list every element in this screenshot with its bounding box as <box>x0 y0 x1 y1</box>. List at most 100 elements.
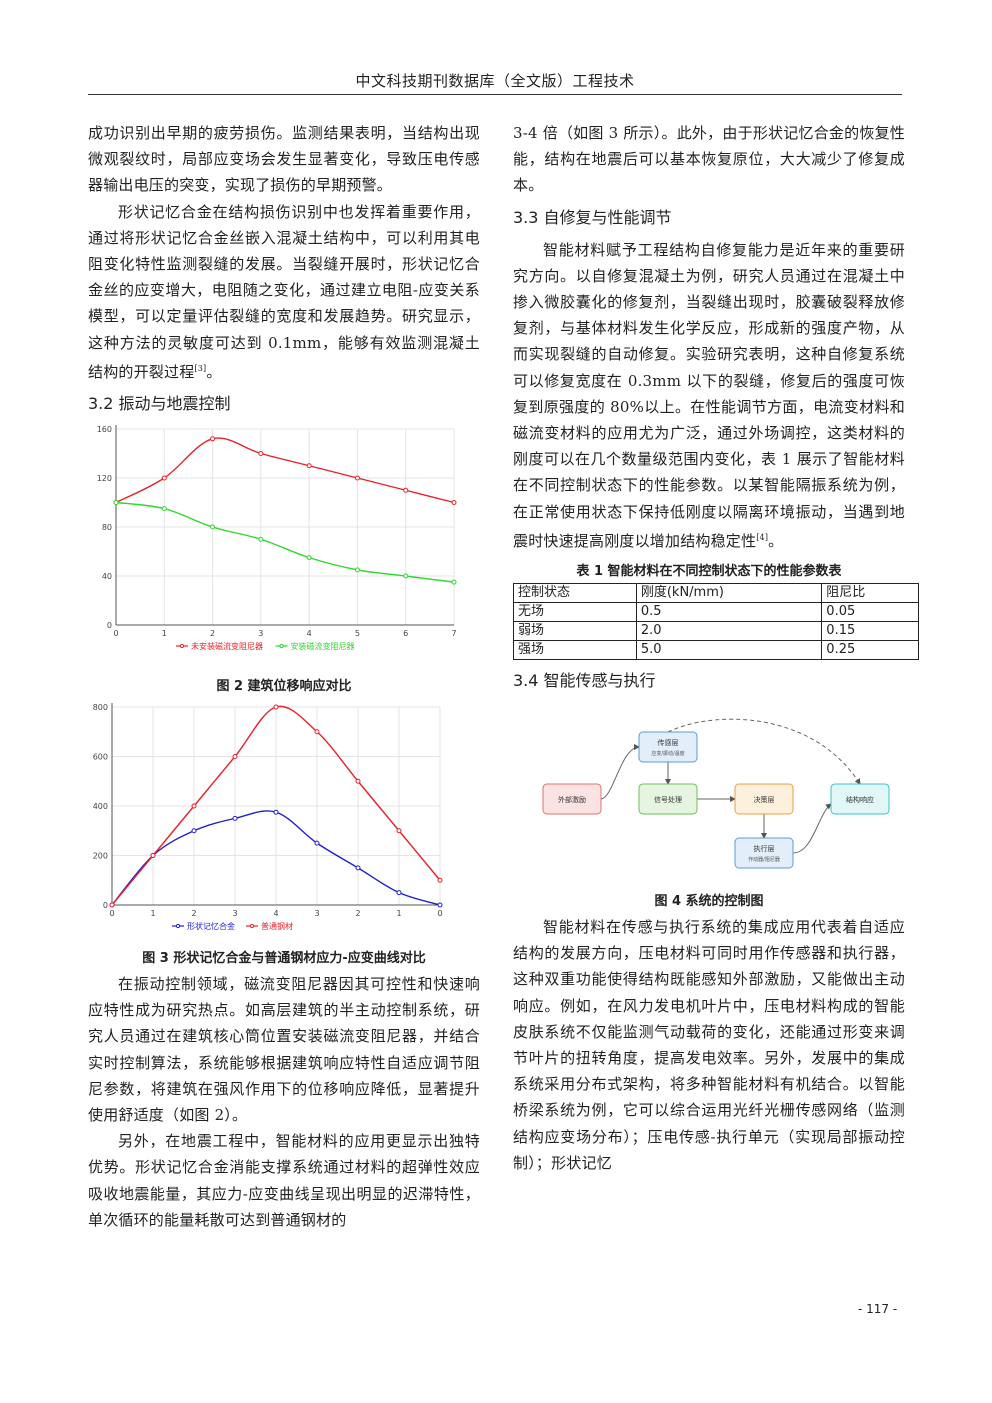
y-tick-label: 600 <box>93 753 108 762</box>
table-cell: 强场 <box>513 640 637 661</box>
diagram-node <box>638 783 698 815</box>
table-row: 弱场 2.0 0.15 <box>513 621 919 642</box>
y-tick-label: 40 <box>102 572 112 581</box>
data-point <box>396 828 402 834</box>
performance-table: 控制状态 刚度(kN/mm) 阻尼比 无场 0.5 0.05 弱场 2.0 0.… <box>513 583 919 661</box>
data-point <box>314 840 320 846</box>
data-point <box>273 704 279 710</box>
table-cell: 5.0 <box>635 640 823 661</box>
y-tick-label: 200 <box>93 852 108 861</box>
legend-marker <box>249 923 255 929</box>
data-point <box>258 536 264 542</box>
paragraph: 3-4 倍（如图 3 所示）。此外，由于形状记忆合金的恢复性能，结构在地震后可以… <box>513 124 905 195</box>
legend-marker <box>175 923 181 929</box>
right-column: 3-4 倍（如图 3 所示）。此外，由于形状记忆合金的恢复性能，结构在地震后可以… <box>513 120 919 1176</box>
diagram-node-sublabel: 应变/振动/温度 <box>651 750 684 757</box>
table-cell: 0.15 <box>821 621 919 642</box>
table-1-caption: 表 1 智能材料在不同控制状态下的性能参数表 <box>576 564 842 580</box>
data-point <box>403 573 409 579</box>
data-point <box>396 890 402 896</box>
left-column: 成功识别出早期的疲劳损伤。监测结果表明，当结构出现微观裂纹时，局部应变场会发生显… <box>88 120 480 1233</box>
x-tick-label: 2 <box>210 629 215 638</box>
data-point <box>210 524 216 530</box>
y-tick-label: 800 <box>93 703 108 712</box>
table-cell: 0.5 <box>635 602 823 623</box>
stress-strain-chart: 0 200 400 600 800 0 1 2 3 4 3 2 1 0 形状记忆合金 普通钢材 <box>93 703 443 931</box>
x-tick-label: 0 <box>113 629 118 638</box>
displacement-chart: 0 40 80 120 160 0 1 2 3 4 5 6 7 未安装磁流变阻尼器 安装磁流变阻尼器 <box>97 425 457 651</box>
data-point <box>113 500 119 506</box>
journal-header: 中文科技期刊数据库（全文版）工程技术 <box>88 66 902 95</box>
section-heading-3-2: 3.2 振动与地震控制 <box>88 394 231 414</box>
table-header-cell: 控制状态 <box>513 583 637 604</box>
diagram-edge <box>667 718 861 785</box>
diagram-node <box>734 783 794 815</box>
figure-4: 外部激励 传感层 应变/振动/温度 信号处理 决策层 执行层 作动器/阻尼器 结构响应 <box>513 700 905 890</box>
y-tick-label: 0 <box>103 901 108 910</box>
data-point <box>306 555 312 561</box>
diagram-node <box>830 783 890 815</box>
x-tick-label: 3 <box>314 909 319 918</box>
data-point <box>232 754 238 760</box>
diagram-node <box>734 837 794 869</box>
x-tick-label: 1 <box>162 629 167 638</box>
x-tick-label: 4 <box>307 629 312 638</box>
data-point <box>355 778 361 784</box>
citation: [3] <box>194 363 207 373</box>
legend-marker <box>179 643 185 649</box>
data-point <box>210 436 216 442</box>
figure-4-caption: 图 4 系统的控制图 <box>654 894 764 910</box>
paragraph: 智能材料赋予工程结构自修复能力是近年来的重要研究方向。以自修复混凝土为例，研究人… <box>513 237 905 554</box>
data-point <box>150 853 156 859</box>
data-point <box>403 487 409 493</box>
data-point <box>161 475 167 481</box>
y-tick-label: 80 <box>102 523 112 532</box>
figure-3: 0 200 400 600 800 0 1 2 3 4 3 2 1 0 形状记忆合金 普通钢材 <box>88 699 480 947</box>
paragraph-text: 形状记忆合金在结构损伤识别中也发挥着重要作用，通过将形状记忆合金丝嵌入混凝土结构… <box>88 202 480 381</box>
section-heading-3-4: 3.4 智能传感与执行 <box>513 671 656 691</box>
legend-marker <box>279 643 284 649</box>
figure-2-caption: 图 2 建筑位移响应对比 <box>216 679 352 695</box>
legend-label: 普通钢材 <box>261 921 293 931</box>
data-point <box>232 815 238 821</box>
paragraph: 成功识别出早期的疲劳损伤。监测结果表明，当结构出现微观裂纹时，局部应变场会发生显… <box>88 124 480 195</box>
data-point <box>191 828 197 834</box>
x-tick-label: 1 <box>396 909 401 918</box>
table-header-cell: 阻尼比 <box>821 583 919 604</box>
x-tick-label: 4 <box>273 909 278 918</box>
x-tick-label: 5 <box>355 629 360 638</box>
table-header-row: 控制状态 刚度(kN/mm) 阻尼比 <box>513 583 919 604</box>
diagram-node <box>638 731 698 763</box>
x-tick-label: 6 <box>403 629 408 638</box>
punctuation: 。 <box>768 531 784 550</box>
data-point <box>273 809 279 815</box>
paragraph: 另外，在地震工程中，智能材料的应用更显示出独特优势。形状记忆合金消能支撑系统通过… <box>88 1132 480 1229</box>
x-tick-label: 3 <box>258 629 263 638</box>
data-point <box>109 902 115 908</box>
diagram-edge <box>792 803 832 854</box>
citation: [4] <box>756 532 769 542</box>
table-cell: 无场 <box>513 602 637 623</box>
page-number: - 117 - <box>858 1302 898 1316</box>
data-point <box>161 506 167 512</box>
x-tick-label: 1 <box>150 909 155 918</box>
diagram-node-label: 决策层 <box>754 795 775 804</box>
y-tick-label: 120 <box>97 474 112 483</box>
x-tick-label: 0 <box>109 909 114 918</box>
legend-label: 安装磁流变阻尼器 <box>291 641 355 651</box>
series-line <box>115 437 455 504</box>
diagram-node-label: 结构响应 <box>846 795 874 804</box>
table-header-cell: 刚度(kN/mm) <box>635 583 823 604</box>
y-tick-label: 0 <box>107 621 112 630</box>
data-point <box>354 567 360 573</box>
data-point <box>258 451 264 457</box>
diagram-node-label: 传感层 <box>658 738 679 747</box>
data-point <box>451 500 457 506</box>
data-point <box>354 475 360 481</box>
series-line <box>115 501 455 583</box>
diagram-edge <box>600 744 640 800</box>
diagram-node-sublabel: 作动器/阻尼器 <box>748 856 780 863</box>
data-point <box>191 803 197 809</box>
table-row: 强场 5.0 0.25 <box>513 640 919 661</box>
